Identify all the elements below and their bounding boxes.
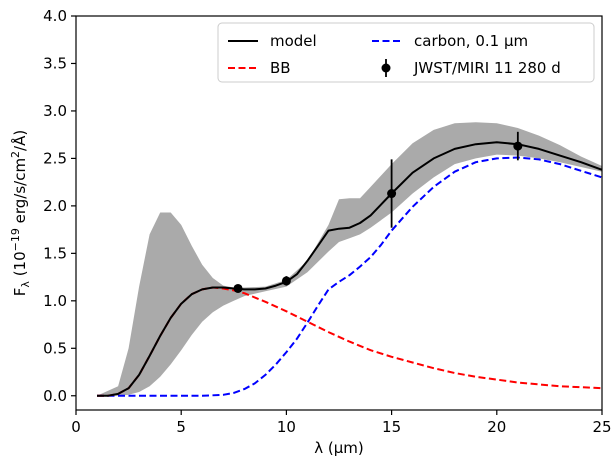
legend: model BB carbon, 0.1 μm JWST/MIRI 11 280 d (217, 22, 595, 83)
legend-item: carbon, 0.1 μm (372, 32, 528, 50)
data-marker (233, 283, 243, 293)
data-point (387, 159, 397, 228)
data-point (513, 131, 523, 161)
y-tick-label: 0.0 (43, 387, 67, 405)
x-tick-label: 15 (382, 418, 401, 436)
y-tick-label: 3.0 (43, 102, 67, 120)
legend-item: BB (228, 59, 291, 77)
data-marker (513, 141, 523, 151)
y-axis-label-part: λ (19, 281, 32, 288)
plot-area (97, 122, 602, 397)
uncertainty-band (97, 122, 602, 396)
y-axis-label-part: erg/s/cm (11, 158, 29, 228)
x-tick-label: 10 (277, 418, 296, 436)
legend-label: BB (270, 59, 291, 77)
carbon-line (97, 156, 602, 397)
y-tick-label: 2.5 (43, 149, 67, 167)
y-tick-label: 3.5 (43, 54, 67, 72)
y-tick-label: 4.0 (43, 7, 67, 25)
legend-label: JWST/MIRI 11 280 d (413, 59, 561, 77)
y-axis-label-part: 2 (9, 151, 22, 158)
y-tick-label: 1.5 (43, 244, 67, 262)
x-axis-label: λ (μm) (314, 439, 364, 457)
y-axis-label-part: −19 (9, 228, 22, 251)
x-tick-label: 0 (71, 418, 81, 436)
y-axis-label-part: /Å) (10, 130, 29, 151)
data-point (281, 276, 291, 286)
legend-item: JWST/MIRI 11 280 d (381, 59, 561, 77)
y-axis-label: Fλ (10−19 erg/s/cm2/Å) (9, 130, 32, 296)
legend-label: model (270, 32, 317, 50)
y-tick-label: 0.5 (43, 339, 67, 357)
x-tick-label: 20 (487, 418, 506, 436)
legend-marker-icon (381, 63, 391, 73)
data-marker (387, 189, 397, 199)
legend-label: carbon, 0.1 μm (414, 32, 528, 50)
x-tick-label: 5 (176, 418, 186, 436)
plot-frame (75, 15, 603, 411)
model-line (97, 141, 602, 397)
data-point (233, 283, 243, 293)
legend-box (217, 22, 595, 83)
legend-item: model (228, 32, 317, 50)
y-axis-label-part: F (11, 288, 29, 297)
x-tick-label: 25 (592, 418, 611, 436)
y-tick-label: 1.0 (43, 292, 67, 310)
y-tick-label: 2.0 (43, 197, 67, 215)
axes: 0 5 10 15 20 25 0.0 0.5 1.0 1.5 2.0 2.5 3.0 3.5 4.0 (43, 7, 611, 436)
data-marker (281, 276, 291, 286)
y-axis-label-part: (10 (11, 251, 29, 281)
